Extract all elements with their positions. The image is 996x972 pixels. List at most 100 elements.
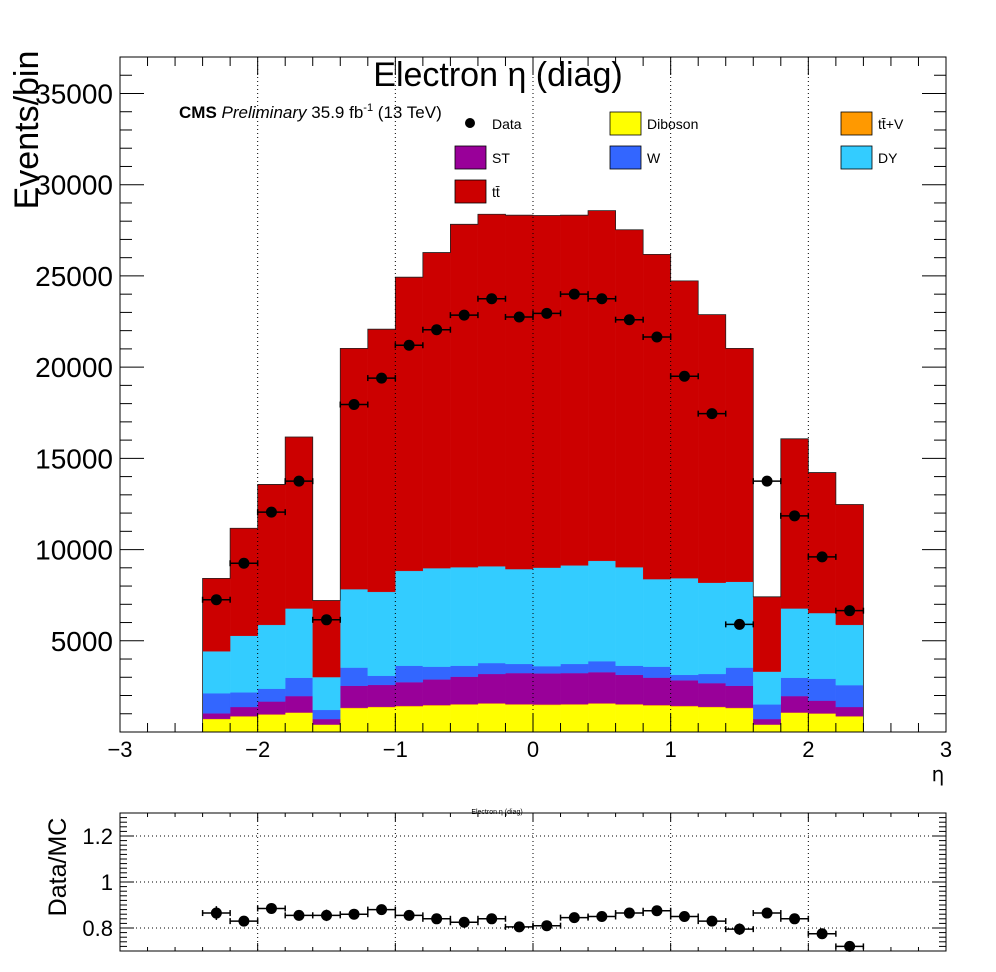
- data-point: [321, 614, 332, 626]
- bar-st: [587, 672, 616, 704]
- data-point: [651, 331, 663, 343]
- ratio-point: [486, 913, 498, 925]
- ratio-point: [623, 907, 635, 919]
- ratio-y-tick-label: 0.8: [82, 916, 113, 941]
- x-tick-label: 0: [527, 737, 539, 762]
- bar-w: [285, 677, 313, 697]
- bar-diboson: [285, 712, 313, 733]
- cms-text: CMS: [179, 103, 217, 122]
- data-point: [706, 408, 718, 420]
- data-point: [789, 510, 801, 522]
- bar-dy: [312, 676, 341, 711]
- y-tick-label: 10000: [35, 535, 113, 566]
- bar-tt: [312, 600, 341, 678]
- bar-diboson: [615, 704, 644, 733]
- bar-diboson: [477, 703, 506, 733]
- bar-st: [450, 676, 479, 705]
- bar-w: [450, 665, 479, 677]
- data-point: [844, 605, 856, 617]
- bar-dy: [367, 591, 396, 676]
- bar-st: [532, 673, 561, 705]
- bar-w: [835, 684, 864, 708]
- bar-w: [312, 709, 341, 720]
- main-grid: [257, 57, 809, 732]
- lumi-suffix: (13 TeV): [373, 103, 442, 122]
- legend-swatch-tt-v: [840, 111, 873, 136]
- ratio-point: [678, 911, 690, 922]
- ratio-point: [816, 928, 828, 940]
- bar-st: [698, 682, 726, 707]
- data-point: [623, 314, 635, 326]
- bar-diboson: [808, 713, 837, 733]
- ratio-x-ticks: [119, 813, 947, 951]
- bar-diboson: [340, 708, 368, 733]
- bar-diboson: [642, 705, 671, 733]
- bar-w: [808, 678, 837, 701]
- legend: Data Diboson tt̄+V ST W DY tt̄: [454, 111, 904, 204]
- lumi-sup: -1: [363, 102, 373, 114]
- bar-diboson: [587, 703, 616, 733]
- ratio-point: [706, 915, 718, 927]
- x-tick-label: −2: [245, 737, 270, 762]
- bar-st: [670, 680, 699, 707]
- bar-st: [202, 713, 231, 720]
- ratio-points: [201, 902, 865, 952]
- bar-w: [725, 667, 754, 686]
- ratio-point: [210, 907, 222, 919]
- y-tick-label: 25000: [35, 261, 113, 292]
- bar-dy: [698, 582, 726, 675]
- bar-tt: [477, 214, 506, 567]
- legend-label: tt̄: [492, 184, 500, 200]
- bar-tt: [202, 578, 231, 652]
- legend-label: tt̄+V: [878, 116, 904, 132]
- legend-swatch-dy: [840, 145, 873, 170]
- bar-w: [753, 704, 781, 720]
- bar-diboson: [670, 706, 699, 733]
- bar-st: [285, 695, 313, 713]
- bar-diboson: [395, 706, 424, 733]
- data-point: [541, 307, 553, 319]
- bar-dy: [808, 612, 837, 679]
- data-point: [403, 339, 415, 351]
- ratio-point: [513, 921, 525, 933]
- bar-w: [670, 674, 699, 681]
- bar-tt: [367, 329, 396, 593]
- ratio-plot: 0.8 1 1.2 Electron η (diag) Data/MC: [44, 809, 947, 952]
- bar-tt: [505, 215, 534, 570]
- data-point: [513, 311, 525, 323]
- x-tick-label: 3: [940, 737, 952, 762]
- bar-tt: [229, 528, 258, 637]
- bar-w: [698, 673, 726, 684]
- bar-w: [615, 665, 644, 676]
- legend-swatch-w: [609, 145, 642, 170]
- data-point: [678, 370, 690, 382]
- ratio-y-ticks: 0.8 1 1.2: [82, 812, 946, 952]
- ratio-point: [844, 940, 856, 952]
- ratio-y-tick-label: 1.2: [82, 824, 113, 849]
- ratio-point: [734, 923, 745, 935]
- bar-diboson: [753, 724, 781, 733]
- data-point: [568, 288, 580, 300]
- y-tick-label: 35000: [35, 78, 113, 109]
- bar-st: [780, 695, 809, 713]
- data-point: [348, 399, 360, 411]
- ratio-point: [348, 908, 360, 920]
- bar-dy: [532, 567, 561, 667]
- data-point: [431, 324, 443, 336]
- bar-tt: [835, 504, 864, 626]
- bar-dy: [285, 608, 313, 678]
- bar-tt: [450, 224, 479, 568]
- legend-label: Data: [492, 116, 522, 132]
- bar-w: [587, 661, 616, 673]
- bar-dy: [229, 635, 258, 693]
- y-axis-ticks: 5000 10000 15000 20000 25000 30000 35000: [35, 56, 946, 715]
- cms-label: CMS Preliminary 35.9 fb-1 (13 TeV): [179, 102, 442, 122]
- bar-dy: [642, 578, 671, 667]
- bar-st: [367, 684, 396, 707]
- bar-tt: [560, 215, 589, 566]
- legend-label: ST: [492, 150, 510, 166]
- legend-label: W: [647, 150, 661, 166]
- bar-w: [780, 677, 809, 697]
- bar-diboson: [257, 714, 286, 733]
